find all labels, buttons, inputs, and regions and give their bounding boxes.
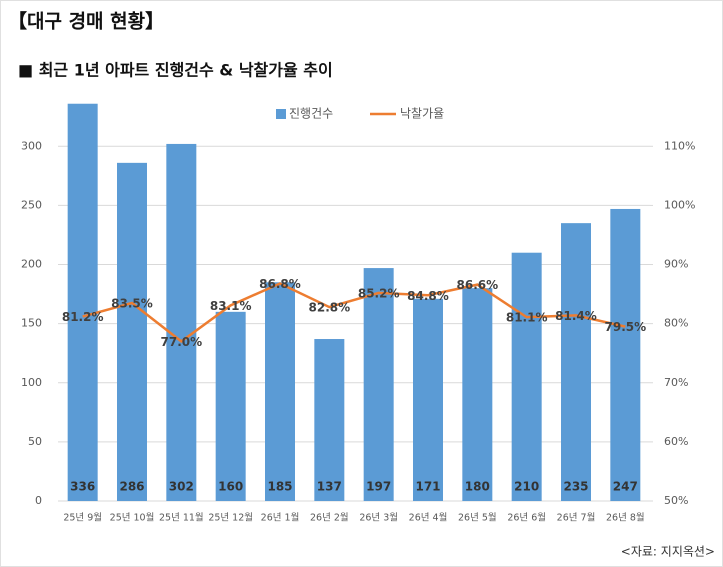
bar-value-label: 286 — [119, 480, 144, 494]
bar — [561, 223, 591, 501]
y2-tick-label: 110% — [664, 139, 695, 152]
bar-value-label: 336 — [70, 480, 95, 494]
bar — [413, 298, 443, 501]
bar — [166, 143, 197, 501]
y-tick-label: 300 — [21, 139, 42, 152]
legend-label: 낙찰가율 — [400, 107, 444, 121]
legend-label: 진행건수 — [289, 106, 333, 121]
line-value-label: 79.5% — [605, 320, 647, 334]
line-value-label: 86.8% — [259, 277, 301, 291]
bar-value-label: 171 — [415, 480, 440, 494]
bar — [117, 162, 147, 502]
bar — [610, 208, 641, 502]
line — [82, 282, 626, 343]
bar-value-label: 302 — [169, 480, 194, 494]
y-tick-label: 200 — [21, 258, 42, 271]
y2-tick-label: 100% — [664, 198, 695, 211]
x-tick-label: 25년 12월 — [208, 512, 253, 524]
bar-value-label: 180 — [465, 480, 490, 494]
line-value-label: 86.6% — [457, 278, 499, 292]
y2-tick-label: 90% — [664, 258, 688, 271]
bar-value-label: 137 — [317, 480, 342, 494]
line-value-label: 82.8% — [309, 301, 351, 315]
bar-value-label: 235 — [563, 480, 588, 494]
source-note: <자료: 지지옥션> — [621, 545, 715, 559]
chart-subtitle: ■ 최근 1년 아파트 진행건수 & 낙찰가율 추이 — [18, 61, 333, 80]
y-tick-label: 0 — [35, 494, 42, 507]
line-value-label: 83.5% — [111, 296, 153, 310]
bar — [215, 311, 246, 501]
bar-value-label: 247 — [613, 480, 638, 494]
line-value-label: 81.4% — [555, 309, 597, 323]
legend-swatch — [276, 109, 286, 119]
y-tick-label: 250 — [21, 198, 42, 211]
page-title: 【대구 경매 현황】 — [8, 10, 164, 33]
y2-tick-label: 70% — [664, 376, 688, 389]
line-value-label: 85.2% — [358, 286, 400, 300]
bar-value-label: 210 — [514, 480, 539, 494]
line-value-label: 83.1% — [210, 299, 252, 313]
x-tick-label: 26년 1월 — [261, 512, 300, 524]
bar — [265, 282, 295, 501]
bar-value-label: 197 — [366, 480, 391, 494]
x-tick-label: 26년 3월 — [359, 512, 398, 524]
bar-value-label: 185 — [267, 480, 292, 494]
line-value-label: 84.8% — [407, 289, 449, 303]
y-tick-label: 150 — [21, 317, 42, 330]
x-tick-label: 25년 9월 — [63, 512, 102, 524]
x-tick-label: 26년 7월 — [557, 512, 596, 524]
y-tick-label: 100 — [21, 376, 42, 389]
x-tick-label: 26년 6월 — [507, 512, 546, 524]
bar — [511, 252, 542, 501]
bar — [462, 288, 493, 501]
x-tick-label: 25년 11월 — [159, 512, 204, 524]
bar — [363, 268, 394, 501]
bar-value-label: 160 — [218, 480, 243, 494]
bar — [314, 339, 345, 501]
line-value-label: 81.2% — [62, 310, 104, 324]
x-tick-label: 25년 10월 — [110, 512, 155, 524]
x-tick-label: 26년 5월 — [458, 512, 497, 524]
y2-tick-label: 60% — [664, 435, 688, 448]
line-value-label: 77.0% — [161, 335, 203, 349]
y-tick-label: 50 — [28, 435, 42, 448]
y2-tick-label: 80% — [664, 317, 688, 330]
bar — [67, 103, 98, 502]
line-value-label: 81.1% — [506, 311, 548, 325]
x-tick-label: 26년 8월 — [606, 512, 645, 524]
y2-tick-label: 50% — [664, 494, 688, 507]
x-tick-label: 26년 4월 — [409, 512, 448, 524]
x-tick-label: 26년 2월 — [310, 512, 349, 524]
